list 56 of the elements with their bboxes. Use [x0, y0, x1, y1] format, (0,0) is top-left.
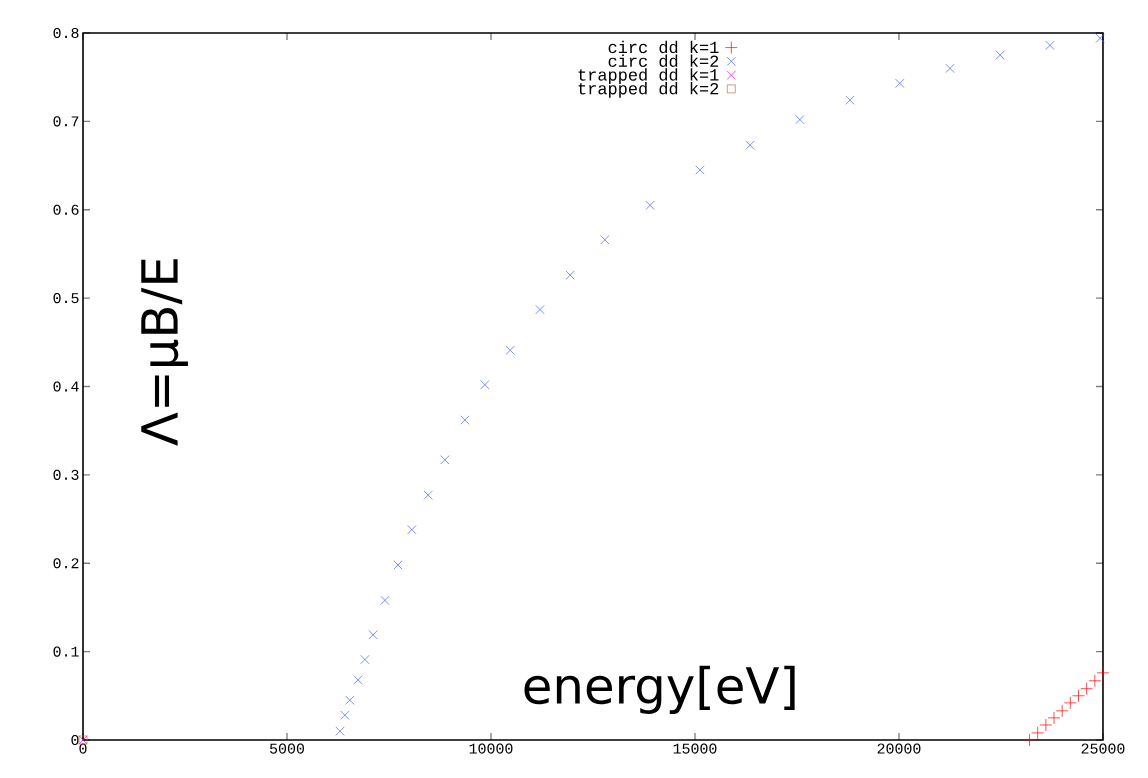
- point: [1063, 696, 1077, 710]
- point: [1055, 704, 1069, 718]
- point: [393, 560, 403, 570]
- point: [345, 695, 355, 705]
- point: [1039, 718, 1053, 732]
- point: [335, 726, 345, 736]
- point: [480, 380, 490, 390]
- x-axis-title: energy[eV]: [524, 665, 795, 714]
- point: [505, 345, 515, 355]
- point: [440, 455, 450, 465]
- point: [535, 305, 545, 315]
- point: [1023, 733, 1036, 747]
- y-tick-label: 0.2: [53, 558, 79, 569]
- legend-label: circ dd k=1: [608, 40, 719, 54]
- point: [423, 490, 433, 500]
- point: [1095, 33, 1105, 43]
- point: [1031, 726, 1045, 740]
- x-tick-label: 15000: [673, 743, 717, 754]
- point: [353, 675, 363, 685]
- y-tick-label: 0.1: [53, 646, 79, 657]
- y-tick-label: 0.6: [53, 204, 79, 215]
- point: [1096, 666, 1110, 680]
- point: [745, 140, 755, 150]
- point: [407, 525, 417, 535]
- point: [1045, 40, 1055, 50]
- point: [845, 95, 855, 105]
- point: [645, 200, 655, 210]
- y-axis-title: Λ=μB/E: [141, 259, 188, 446]
- point: [565, 270, 575, 280]
- y-tick-label: 0.4: [53, 381, 79, 392]
- point: [460, 415, 470, 425]
- point: [795, 115, 805, 125]
- point: [895, 78, 905, 88]
- y-tick-label: 0.5: [53, 293, 79, 304]
- x-tick-label: 25000: [1081, 743, 1125, 754]
- y-tick-label: 0: [71, 734, 79, 746]
- x-tick-label: 0: [79, 743, 87, 754]
- point: [695, 165, 705, 175]
- x-tick-label: 5000: [270, 743, 305, 754]
- point: [945, 63, 955, 73]
- point: [1047, 711, 1061, 725]
- x-tick-label: 10000: [469, 743, 513, 754]
- y-tick-label: 0.3: [53, 469, 79, 480]
- point: [368, 630, 378, 640]
- point: [600, 235, 610, 245]
- point: [995, 50, 1005, 60]
- point: [1088, 674, 1102, 688]
- point: [1080, 682, 1094, 696]
- point: [1072, 689, 1085, 703]
- point: [340, 710, 350, 720]
- y-tick-label: 0.7: [53, 116, 79, 127]
- x-tick-label: 20000: [877, 743, 921, 754]
- legend-label: circ dd k=2: [608, 54, 719, 67]
- point: [360, 654, 370, 665]
- y-tick-label: 0.8: [53, 27, 79, 39]
- point: [380, 595, 390, 605]
